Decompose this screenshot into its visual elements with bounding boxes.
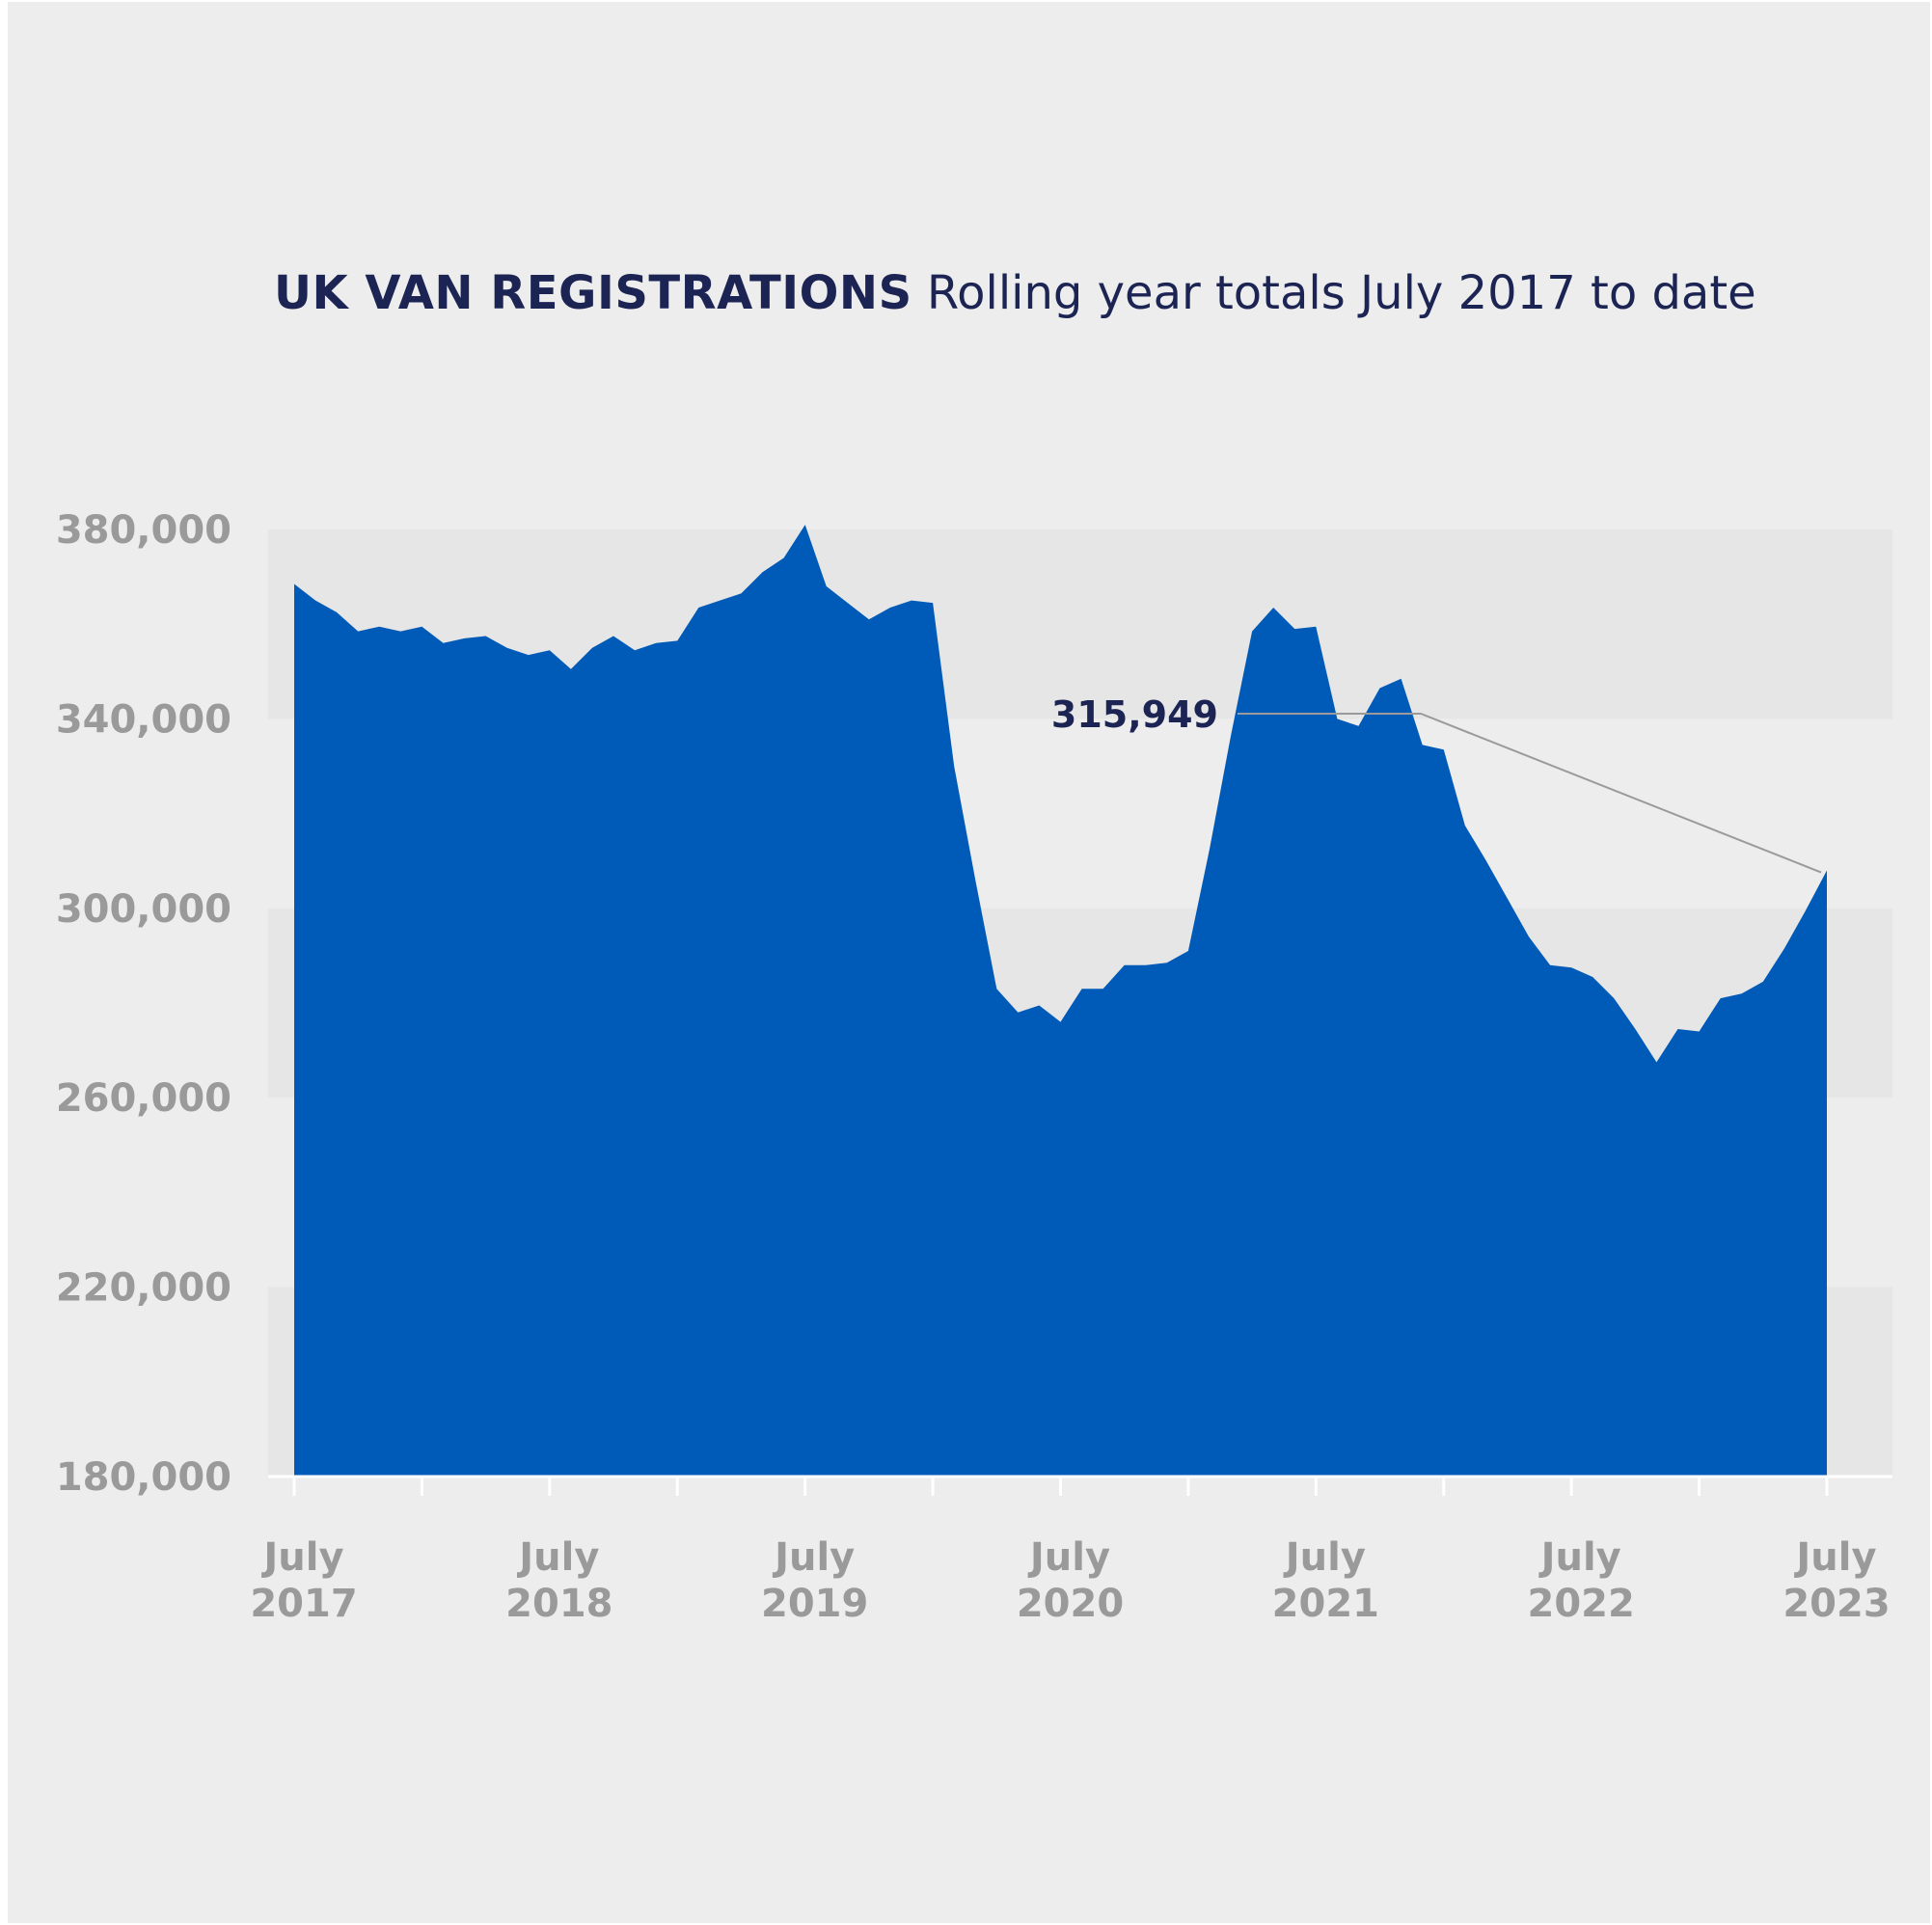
x-tick-label: July 2021 — [1272, 1535, 1379, 1626]
y-tick-label: 260,000 — [56, 1076, 231, 1121]
chart-subtitle: Rolling year totals July 2017 to date — [926, 266, 1756, 320]
annotation-leader-line — [1238, 713, 1822, 874]
x-tick-label: July 2023 — [1782, 1535, 1890, 1626]
x-tick-label: July 2019 — [761, 1535, 868, 1626]
x-tick-label: July 2017 — [250, 1535, 357, 1626]
x-tick-label: July 2018 — [505, 1535, 612, 1626]
y-tick-label: 180,000 — [56, 1455, 231, 1500]
x-tick-label: July 2020 — [1017, 1535, 1124, 1626]
chart-title: UK VAN REGISTRATIONS Rolling year totals… — [274, 266, 1756, 322]
y-tick-label: 300,000 — [56, 887, 231, 932]
y-tick-label: 380,000 — [56, 508, 231, 553]
y-tick-label: 220,000 — [56, 1266, 231, 1311]
x-tick-label: July 2022 — [1528, 1535, 1635, 1626]
annotation-label: 315,949 — [1051, 693, 1218, 736]
area-series — [294, 525, 1827, 1477]
chart-title-bold: UK VAN REGISTRATIONS — [274, 266, 912, 320]
y-tick-label: 340,000 — [56, 697, 231, 742]
